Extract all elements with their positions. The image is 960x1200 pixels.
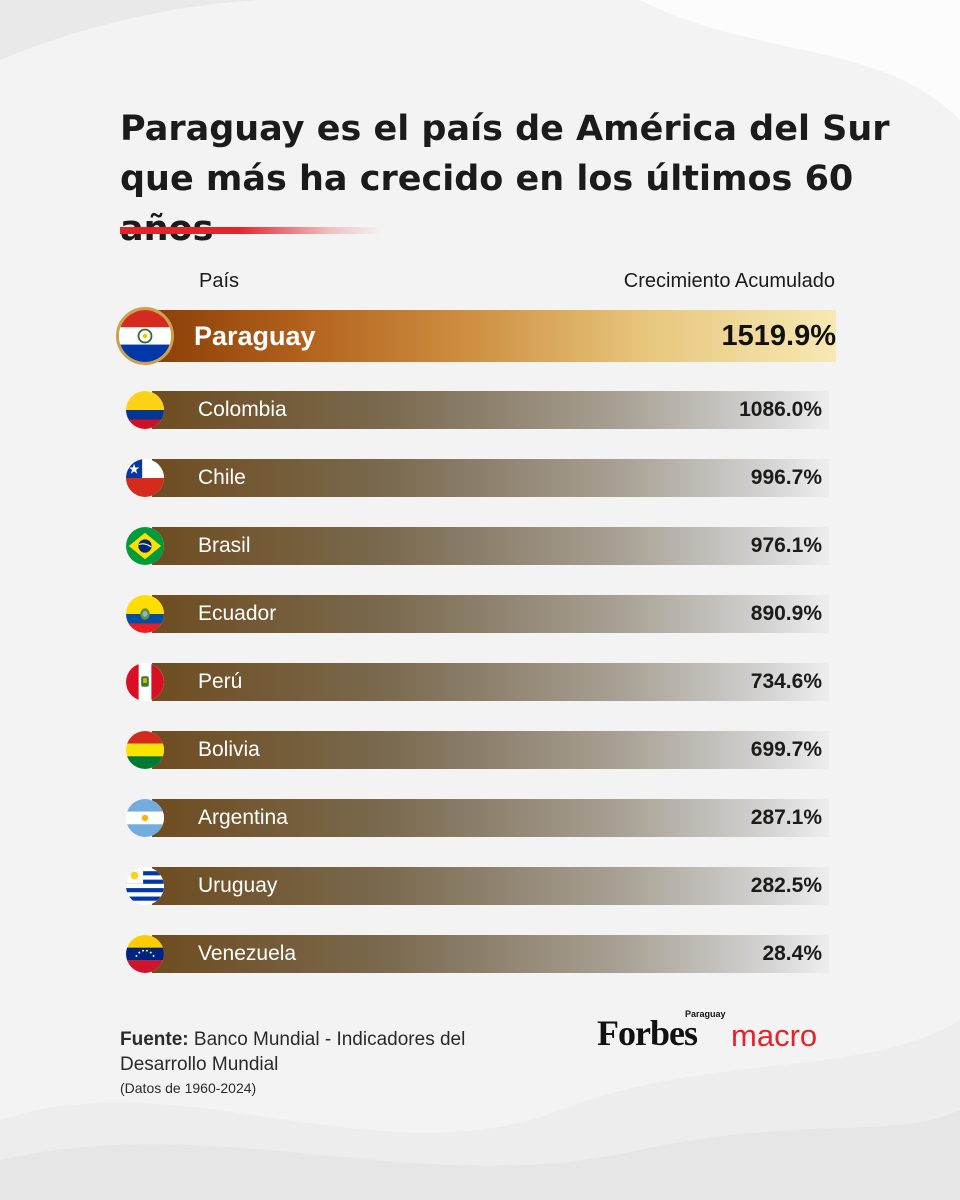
bar-label-uruguay: Uruguay <box>198 874 278 897</box>
data-label-colombia: 1086.0% <box>739 398 822 421</box>
data-label-uruguay: 282.5% <box>750 874 822 897</box>
bar-ecuador <box>152 595 829 633</box>
data-label-bolivia: 699.7% <box>750 738 822 761</box>
bar-peru <box>152 663 829 701</box>
bar-label-bolivia: Bolivia <box>198 738 260 761</box>
bar-colombia <box>152 391 829 429</box>
macro-wordmark: macro <box>731 1018 818 1053</box>
data-label-brasil: 976.1% <box>750 534 822 557</box>
bar-bolivia <box>152 731 829 769</box>
colombia-flag-icon <box>126 391 164 429</box>
data-label-venezuela: 28.4% <box>762 942 822 965</box>
forbes-edition-label: Paraguay <box>685 1009 726 1019</box>
forbes-wordmark: Forbes <box>597 1013 698 1053</box>
venezuela-flag-icon <box>126 935 164 973</box>
bar-venezuela <box>152 935 829 973</box>
chile-flag-icon <box>126 459 164 497</box>
chart-title-line-1: Paraguay es el país de América del Sur <box>120 109 890 149</box>
chart-title-line-2: que más ha crecido en los últimos 60 año… <box>120 159 854 249</box>
source-text: Banco Mundial - Indicadores del Desarrol… <box>120 1029 466 1075</box>
country-column-header: País <box>199 270 240 292</box>
forbes-macro-logo: Forbes Paraguay macro <box>597 1009 847 1066</box>
data-label-chile: 996.7% <box>750 466 822 489</box>
bar-brasil <box>152 527 829 565</box>
bar-label-paraguay: Paraguay <box>194 321 316 351</box>
bar-paraguay <box>150 310 836 362</box>
bar-argentina <box>152 799 829 837</box>
bar-label-peru: Perú <box>198 670 243 693</box>
bar-label-colombia: Colombia <box>198 398 287 421</box>
title-accent-line <box>120 227 382 234</box>
peru-flag-icon <box>126 663 164 701</box>
data-label-paraguay: 1519.9% <box>721 320 837 352</box>
bolivia-flag-icon <box>126 731 164 769</box>
bar-label-venezuela: Venezuela <box>198 942 297 965</box>
bar-label-brasil: Brasil <box>198 534 251 557</box>
source-label: Fuente: <box>120 1029 189 1050</box>
source-date-range: (Datos de 1960-2024) <box>120 1080 257 1096</box>
chart-title: Paraguay es el país de América del Sur q… <box>120 104 920 254</box>
brazil-flag-icon <box>126 527 164 565</box>
data-label-argentina: 287.1% <box>750 806 822 829</box>
bar-label-chile: Chile <box>198 466 246 489</box>
uruguay-flag-icon <box>126 867 164 905</box>
source-note: Fuente: Banco Mundial - Indicadores del … <box>120 1027 520 1099</box>
data-label-peru: 734.6% <box>750 670 822 693</box>
bar-chile <box>152 459 829 497</box>
bar-label-ecuador: Ecuador <box>198 602 277 625</box>
paraguay-flag-icon <box>116 307 174 365</box>
data-label-ecuador: 890.9% <box>750 602 822 625</box>
growth-column-header: Crecimiento Acumulado <box>623 270 835 292</box>
bar-label-argentina: Argentina <box>198 806 288 829</box>
argentina-flag-icon <box>126 799 164 837</box>
bar-uruguay <box>152 867 829 905</box>
ecuador-flag-icon <box>126 595 164 633</box>
